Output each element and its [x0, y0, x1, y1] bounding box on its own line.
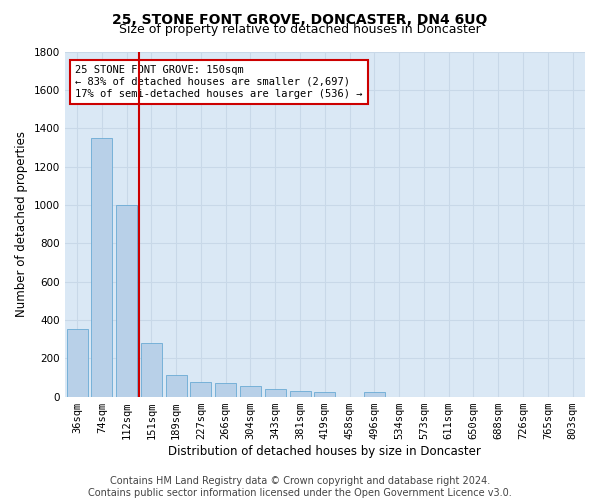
Bar — [314, 392, 335, 396]
Bar — [364, 392, 385, 396]
Bar — [91, 138, 112, 396]
Bar — [141, 343, 162, 396]
Text: Size of property relative to detached houses in Doncaster: Size of property relative to detached ho… — [119, 22, 481, 36]
Bar — [240, 386, 261, 396]
Text: 25 STONE FONT GROVE: 150sqm
← 83% of detached houses are smaller (2,697)
17% of : 25 STONE FONT GROVE: 150sqm ← 83% of det… — [75, 66, 362, 98]
Y-axis label: Number of detached properties: Number of detached properties — [15, 131, 28, 317]
X-axis label: Distribution of detached houses by size in Doncaster: Distribution of detached houses by size … — [169, 444, 481, 458]
Bar — [67, 330, 88, 396]
Bar — [190, 382, 211, 396]
Text: Contains HM Land Registry data © Crown copyright and database right 2024.
Contai: Contains HM Land Registry data © Crown c… — [88, 476, 512, 498]
Bar — [265, 389, 286, 396]
Bar — [290, 391, 311, 396]
Bar — [166, 376, 187, 396]
Bar — [215, 383, 236, 396]
Text: 25, STONE FONT GROVE, DONCASTER, DN4 6UQ: 25, STONE FONT GROVE, DONCASTER, DN4 6UQ — [112, 12, 488, 26]
Bar — [116, 205, 137, 396]
